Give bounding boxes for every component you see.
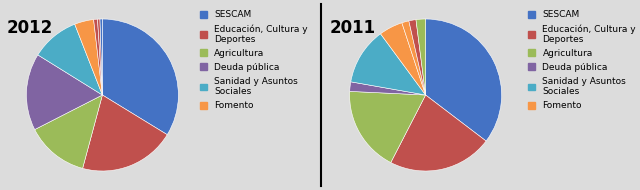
Wedge shape [391,95,486,171]
Wedge shape [83,95,167,171]
Wedge shape [409,20,426,95]
Wedge shape [402,21,426,95]
Wedge shape [100,19,102,95]
Legend: SESCAM, Educación, Cultura y
Deportes, Agricultura, Deuda pública, Sanidad y Asu: SESCAM, Educación, Cultura y Deportes, A… [528,10,636,110]
Wedge shape [351,34,426,95]
Text: 2011: 2011 [330,19,376,37]
Wedge shape [97,19,102,95]
Wedge shape [426,19,502,141]
Wedge shape [102,19,179,135]
Wedge shape [381,23,426,95]
Wedge shape [349,82,426,95]
Wedge shape [349,91,426,163]
Wedge shape [38,24,102,95]
Wedge shape [93,19,102,95]
Legend: SESCAM, Educación, Cultura y
Deportes, Agricultura, Deuda pública, Sanidad y Asu: SESCAM, Educación, Cultura y Deportes, A… [200,10,308,110]
Wedge shape [26,55,102,130]
Wedge shape [416,19,426,95]
Wedge shape [35,95,102,168]
Text: 2012: 2012 [6,19,52,37]
Wedge shape [75,20,102,95]
